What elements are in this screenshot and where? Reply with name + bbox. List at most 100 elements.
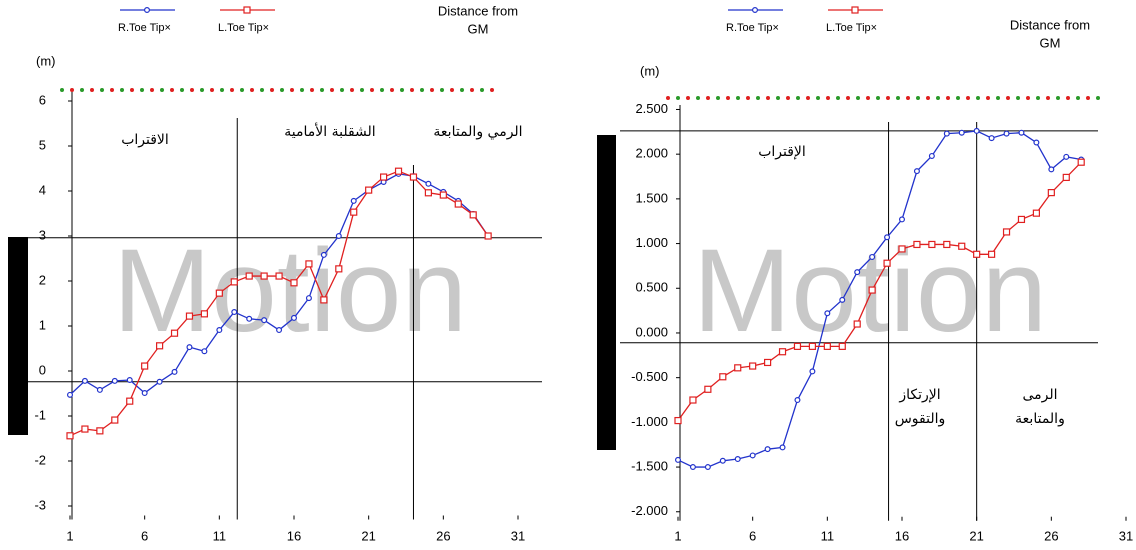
legend-note: GM [1040, 35, 1061, 50]
phase-label: الشقلبة الأمامية [284, 122, 375, 140]
marker [1063, 153, 1070, 160]
y-tick-label: -2.000 [631, 503, 668, 518]
figure-icon [836, 96, 840, 100]
figure-icon [120, 88, 124, 92]
marker [425, 180, 432, 187]
marker [111, 416, 119, 424]
figure-icon [896, 96, 900, 100]
figure-icon [330, 88, 334, 92]
marker [734, 364, 742, 372]
marker [66, 391, 73, 398]
x-tick-label: 6 [141, 528, 148, 543]
figure-icon [210, 88, 214, 92]
figure-icon [686, 96, 690, 100]
figure-icon [916, 96, 920, 100]
marker [276, 327, 283, 334]
marker [794, 397, 801, 404]
figure-icon [320, 88, 324, 92]
marker [749, 362, 757, 370]
figure-icon [80, 88, 84, 92]
marker [335, 265, 343, 273]
marker [689, 464, 696, 471]
marker [1017, 215, 1026, 224]
legend-label: L.Toe Tip× [826, 22, 877, 34]
marker [793, 342, 802, 350]
y-tick-label: 0 [39, 362, 46, 377]
y-tick-label: 1.500 [635, 190, 668, 205]
figure-icon [380, 88, 384, 92]
marker [928, 240, 936, 249]
figure-icon [290, 88, 294, 92]
marker [141, 362, 149, 370]
marker [719, 457, 726, 464]
marker [988, 135, 995, 142]
marker [186, 344, 193, 351]
marker [144, 6, 151, 14]
marker [674, 456, 681, 463]
marker [854, 269, 861, 276]
figure-icon [816, 96, 820, 100]
marker [734, 456, 741, 463]
marker [751, 6, 758, 14]
figure-icon [946, 96, 950, 100]
marker [260, 272, 268, 280]
figure-icon [270, 88, 274, 92]
figure-icon [986, 96, 990, 100]
marker [778, 348, 787, 356]
marker [1048, 166, 1055, 173]
x-tick-label: 11 [821, 528, 835, 543]
marker [156, 342, 164, 350]
marker [958, 242, 966, 250]
marker [380, 173, 388, 181]
marker [81, 377, 88, 384]
marker [350, 208, 358, 216]
figure-icon [716, 96, 720, 100]
marker [839, 296, 846, 303]
figure-icon [300, 88, 304, 92]
phase-label: والمتابعة [1015, 411, 1065, 427]
marker [883, 259, 891, 267]
figure-icon [360, 88, 364, 92]
x-tick-label: 26 [1044, 528, 1058, 543]
figure-icon [160, 88, 164, 92]
marker [943, 240, 951, 249]
series-line [677, 161, 1082, 421]
marker [230, 278, 238, 286]
marker [928, 152, 935, 159]
y-tick-label: -1.500 [631, 458, 668, 473]
figure-icon [1006, 96, 1010, 100]
marker [1062, 173, 1070, 182]
y-tick-label: -1 [34, 407, 46, 422]
figure-icon [1096, 96, 1100, 100]
marker [868, 286, 876, 294]
figure-icon [1016, 96, 1020, 100]
figure-icon [996, 96, 1000, 100]
marker [231, 309, 238, 316]
y-tick-label: -0.500 [631, 369, 668, 384]
figure-icon [696, 96, 700, 100]
x-tick-label: 1 [66, 528, 73, 543]
x-tick-label: 6 [749, 528, 756, 543]
figure-icon [856, 96, 860, 100]
marker [973, 250, 981, 258]
phase-label: الرمي والمتابعة [433, 124, 522, 140]
marker [245, 272, 253, 280]
marker [409, 173, 418, 181]
marker [394, 167, 403, 175]
x-tick-label: 31 [511, 528, 525, 543]
marker [305, 260, 313, 268]
side-bar [8, 237, 28, 435]
figure-icon [280, 88, 284, 92]
figure-icon [1026, 96, 1030, 100]
marker [156, 378, 163, 385]
figure-icon [866, 96, 870, 100]
figure-icon [440, 88, 444, 92]
figure-icon [846, 96, 850, 100]
marker [913, 168, 920, 175]
phase-label: والتقوس [895, 411, 946, 427]
marker [1003, 130, 1010, 137]
figure-icon [180, 88, 184, 92]
figure-icon [666, 96, 670, 100]
y-tick-label: 4 [39, 182, 46, 197]
